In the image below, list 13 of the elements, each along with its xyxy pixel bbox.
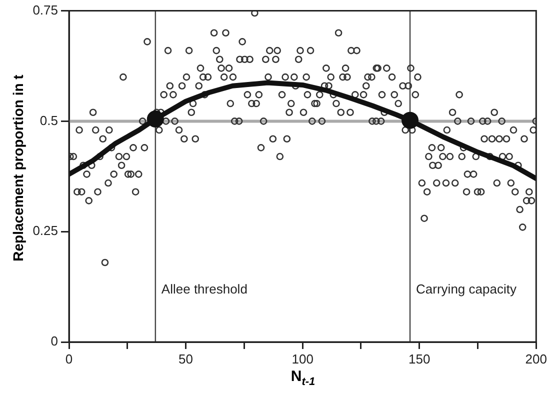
- x-axis-title: N$_{t-1}$: [290, 368, 316, 388]
- x-tick-label: 150: [408, 351, 430, 366]
- ref-line-label: Carrying capacity: [416, 282, 517, 297]
- x-tick-label: 0: [65, 351, 73, 366]
- x-tick-label: 200: [525, 351, 548, 366]
- y-tick-label: 0.25: [32, 223, 58, 238]
- y-tick-label: 0.75: [32, 2, 58, 18]
- y-tick-label: 0: [50, 334, 58, 349]
- y-tick-label: 0.5: [40, 112, 58, 128]
- ref-line-label: Allee threshold: [161, 282, 248, 297]
- x-tick-label: 100: [292, 351, 314, 366]
- x-tick-label: 50: [178, 351, 194, 366]
- y-axis-title: Replacement proportion in t: [10, 74, 26, 264]
